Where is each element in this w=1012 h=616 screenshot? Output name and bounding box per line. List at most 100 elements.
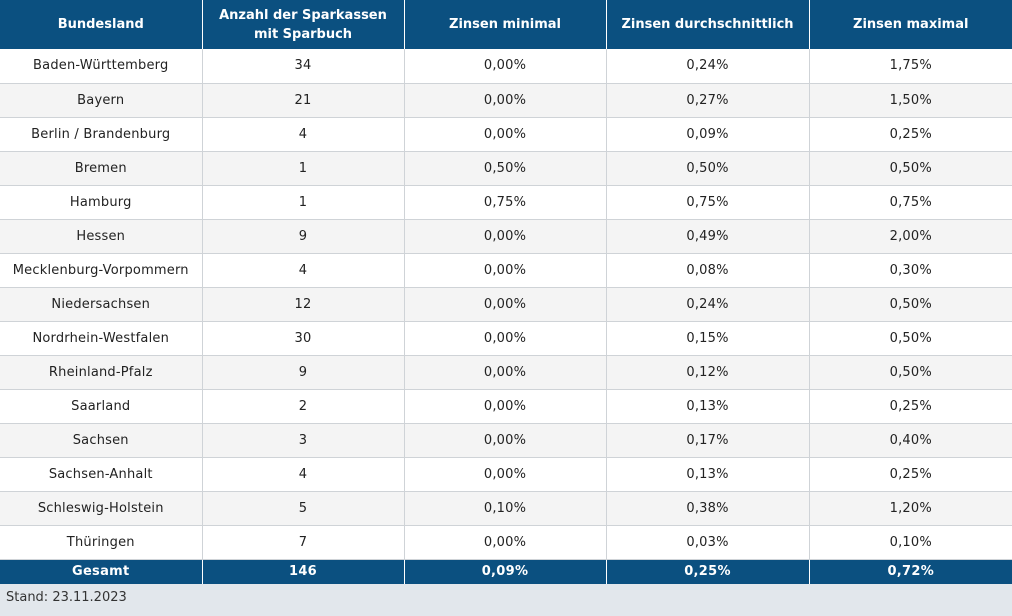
- cell-bundesland: Schleswig-Holstein: [0, 491, 203, 526]
- cell-bundesland: Bayern: [0, 83, 203, 118]
- cell-zinsen-maximal: 0,25%: [809, 389, 1012, 424]
- header-zinsen-durchschnittlich: Zinsen durchschnittlich: [606, 0, 810, 49]
- cell-bundesland: Berlin / Brandenburg: [0, 117, 203, 152]
- header-row: Bundesland Anzahl der Sparkassen mit Spa…: [0, 0, 1012, 49]
- cell-zinsen-minimal: 0,75%: [404, 185, 607, 220]
- table-footer: Gesamt 146 0,09% 0,25% 0,72%: [0, 559, 1012, 584]
- table-row: Schleswig-Holstein 5 0,10% 0,38% 1,20%: [0, 491, 1012, 526]
- cell-zinsen-durchschnittlich: 0,24%: [606, 287, 810, 322]
- cell-zinsen-minimal: 0,00%: [404, 253, 607, 288]
- table-row: Berlin / Brandenburg 4 0,00% 0,09% 0,25%: [0, 117, 1012, 152]
- cell-zinsen-durchschnittlich: 0,24%: [606, 49, 810, 84]
- table-body: Baden-Württemberg 34 0,00% 0,24% 1,75% B…: [0, 49, 1012, 560]
- cell-zinsen-durchschnittlich: 0,49%: [606, 219, 810, 254]
- cell-zinsen-durchschnittlich: 0,17%: [606, 423, 810, 458]
- cell-zinsen-durchschnittlich: 0,15%: [606, 321, 810, 356]
- cell-zinsen-maximal: 0,75%: [809, 185, 1012, 220]
- cell-zinsen-minimal: 0,00%: [404, 49, 607, 84]
- table-row: Rheinland-Pfalz 9 0,00% 0,12% 0,50%: [0, 355, 1012, 390]
- cell-anzahl: 4: [202, 117, 405, 152]
- table-row: Bremen 1 0,50% 0,50% 0,50%: [0, 151, 1012, 186]
- cell-anzahl: 1: [202, 151, 405, 186]
- cell-bundesland: Baden-Württemberg: [0, 49, 203, 84]
- cell-zinsen-minimal: 0,00%: [404, 389, 607, 424]
- cell-zinsen-maximal: 0,50%: [809, 321, 1012, 356]
- cell-zinsen-minimal: 0,00%: [404, 287, 607, 322]
- cell-bundesland: Rheinland-Pfalz: [0, 355, 203, 390]
- cell-bundesland: Sachsen-Anhalt: [0, 457, 203, 492]
- cell-bundesland: Thüringen: [0, 525, 203, 560]
- cell-bundesland: Mecklenburg-Vorpommern: [0, 253, 203, 288]
- table-row: Mecklenburg-Vorpommern 4 0,00% 0,08% 0,3…: [0, 253, 1012, 288]
- cell-zinsen-durchschnittlich: 0,03%: [606, 525, 810, 560]
- cell-zinsen-durchschnittlich: 0,75%: [606, 185, 810, 220]
- cell-anzahl: 12: [202, 287, 405, 322]
- cell-anzahl: 1: [202, 185, 405, 220]
- header-bundesland: Bundesland: [0, 0, 203, 49]
- cell-anzahl: 4: [202, 253, 405, 288]
- cell-anzahl: 4: [202, 457, 405, 492]
- header-zinsen-maximal-label: Zinsen maximal: [853, 17, 969, 32]
- header-anzahl-line1: Anzahl der Sparkassen: [219, 7, 387, 23]
- cell-zinsen-durchschnittlich: 0,38%: [606, 491, 810, 526]
- cell-anzahl: 7: [202, 525, 405, 560]
- cell-zinsen-durchschnittlich: 0,27%: [606, 83, 810, 118]
- table-row: Bayern 21 0,00% 0,27% 1,50%: [0, 83, 1012, 118]
- cell-zinsen-maximal: 0,10%: [809, 525, 1012, 560]
- table-row: Hessen 9 0,00% 0,49% 2,00%: [0, 219, 1012, 254]
- cell-zinsen-maximal: 0,50%: [809, 287, 1012, 322]
- cell-zinsen-minimal: 0,00%: [404, 219, 607, 254]
- cell-anzahl: 3: [202, 423, 405, 458]
- table-row: Thüringen 7 0,00% 0,03% 0,10%: [0, 525, 1012, 560]
- header-zinsen-minimal-label: Zinsen minimal: [449, 17, 561, 32]
- total-zinsen-durchschnittlich: 0,25%: [606, 559, 810, 584]
- total-zinsen-maximal: 0,72%: [809, 559, 1012, 584]
- header-zinsen-minimal: Zinsen minimal: [404, 0, 607, 49]
- cell-anzahl: 5: [202, 491, 405, 526]
- cell-zinsen-durchschnittlich: 0,50%: [606, 151, 810, 186]
- cell-bundesland: Sachsen: [0, 423, 203, 458]
- cell-zinsen-maximal: 0,40%: [809, 423, 1012, 458]
- table-row: Hamburg 1 0,75% 0,75% 0,75%: [0, 185, 1012, 220]
- cell-bundesland: Saarland: [0, 389, 203, 424]
- table-row: Nordrhein-Westfalen 30 0,00% 0,15% 0,50%: [0, 321, 1012, 356]
- cell-bundesland: Nordrhein-Westfalen: [0, 321, 203, 356]
- cell-zinsen-durchschnittlich: 0,13%: [606, 389, 810, 424]
- cell-anzahl: 9: [202, 355, 405, 390]
- cell-zinsen-minimal: 0,00%: [404, 83, 607, 118]
- cell-zinsen-maximal: 1,50%: [809, 83, 1012, 118]
- cell-zinsen-minimal: 0,00%: [404, 423, 607, 458]
- header-anzahl-line2: mit Sparbuch: [253, 26, 353, 42]
- cell-zinsen-maximal: 0,50%: [809, 151, 1012, 186]
- cell-zinsen-maximal: 2,00%: [809, 219, 1012, 254]
- cell-bundesland: Hessen: [0, 219, 203, 254]
- cell-zinsen-minimal: 0,50%: [404, 151, 607, 186]
- header-zinsen-durchschnittlich-label: Zinsen durchschnittlich: [621, 17, 794, 32]
- table-row: Sachsen-Anhalt 4 0,00% 0,13% 0,25%: [0, 457, 1012, 492]
- cell-anzahl: 2: [202, 389, 405, 424]
- cell-bundesland: Niedersachsen: [0, 287, 203, 322]
- table-row: Niedersachsen 12 0,00% 0,24% 0,50%: [0, 287, 1012, 322]
- total-label: Gesamt: [0, 559, 203, 584]
- cell-zinsen-maximal: 1,75%: [809, 49, 1012, 84]
- cell-anzahl: 30: [202, 321, 405, 356]
- total-zinsen-minimal: 0,09%: [404, 559, 607, 584]
- cell-zinsen-durchschnittlich: 0,13%: [606, 457, 810, 492]
- header-bundesland-label: Bundesland: [57, 17, 144, 32]
- cell-zinsen-minimal: 0,00%: [404, 525, 607, 560]
- cell-anzahl: 21: [202, 83, 405, 118]
- cell-zinsen-minimal: 0,00%: [404, 457, 607, 492]
- cell-zinsen-durchschnittlich: 0,08%: [606, 253, 810, 288]
- cell-bundesland: Hamburg: [0, 185, 203, 220]
- sparkassen-zinsen-table: Bundesland Anzahl der Sparkassen mit Spa…: [0, 0, 1012, 584]
- header-zinsen-maximal: Zinsen maximal: [809, 0, 1012, 49]
- cell-zinsen-maximal: 0,50%: [809, 355, 1012, 390]
- header-anzahl-sparkassen: Anzahl der Sparkassen mit Sparbuch: [202, 0, 405, 49]
- cell-zinsen-maximal: 0,25%: [809, 457, 1012, 492]
- cell-zinsen-minimal: 0,00%: [404, 117, 607, 152]
- cell-anzahl: 9: [202, 219, 405, 254]
- stand-date: Stand: 23.11.2023: [0, 584, 1012, 616]
- cell-zinsen-durchschnittlich: 0,09%: [606, 117, 810, 152]
- table-header: Bundesland Anzahl der Sparkassen mit Spa…: [0, 0, 1012, 49]
